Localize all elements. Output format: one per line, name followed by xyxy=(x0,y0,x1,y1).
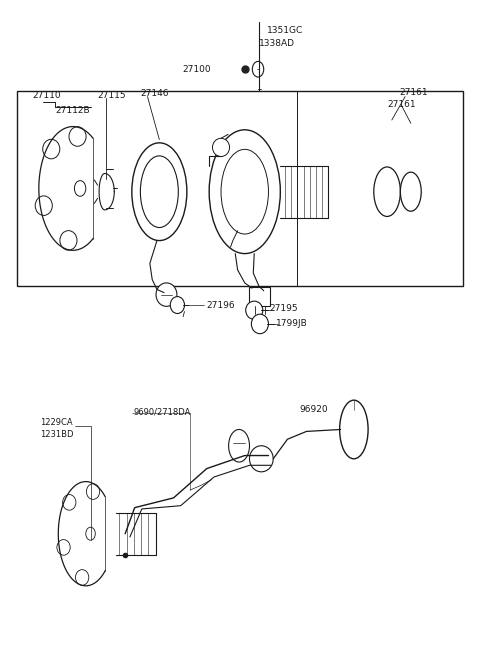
Ellipse shape xyxy=(86,527,96,540)
Text: 27146: 27146 xyxy=(140,89,169,99)
Ellipse shape xyxy=(140,156,179,227)
Ellipse shape xyxy=(340,400,368,459)
Ellipse shape xyxy=(170,296,184,313)
Text: 1799JB: 1799JB xyxy=(276,319,307,328)
Bar xyxy=(250,287,270,306)
Ellipse shape xyxy=(374,167,400,216)
Text: 1229CA: 1229CA xyxy=(40,419,72,428)
Text: 1338AD: 1338AD xyxy=(259,39,295,48)
Text: 27112B: 27112B xyxy=(55,106,90,115)
Ellipse shape xyxy=(132,143,187,240)
Ellipse shape xyxy=(246,301,263,319)
Ellipse shape xyxy=(400,172,421,212)
Text: 27196: 27196 xyxy=(207,300,235,309)
Ellipse shape xyxy=(156,283,177,306)
Text: 96920: 96920 xyxy=(300,405,328,415)
Ellipse shape xyxy=(35,196,52,215)
Text: 27161: 27161 xyxy=(399,88,428,97)
Ellipse shape xyxy=(250,445,273,472)
Text: 27100: 27100 xyxy=(182,65,211,74)
Text: 9690/2718DA: 9690/2718DA xyxy=(133,407,191,417)
Ellipse shape xyxy=(221,149,268,234)
Ellipse shape xyxy=(69,127,86,147)
Ellipse shape xyxy=(86,484,100,499)
Ellipse shape xyxy=(57,539,70,555)
Text: 27161: 27161 xyxy=(387,100,416,109)
Ellipse shape xyxy=(209,130,280,254)
Ellipse shape xyxy=(228,430,250,462)
Ellipse shape xyxy=(213,138,229,156)
Ellipse shape xyxy=(252,61,264,77)
Text: 27115: 27115 xyxy=(97,91,126,100)
Ellipse shape xyxy=(62,495,76,510)
Ellipse shape xyxy=(60,231,77,250)
Text: 1351GC: 1351GC xyxy=(267,26,303,35)
Ellipse shape xyxy=(74,181,86,196)
Ellipse shape xyxy=(43,139,60,159)
Text: 1231BD: 1231BD xyxy=(40,430,73,439)
Ellipse shape xyxy=(75,570,89,585)
Text: 27110: 27110 xyxy=(32,91,61,100)
Bar xyxy=(17,91,463,286)
Text: 27195: 27195 xyxy=(269,304,298,313)
Ellipse shape xyxy=(252,314,268,334)
